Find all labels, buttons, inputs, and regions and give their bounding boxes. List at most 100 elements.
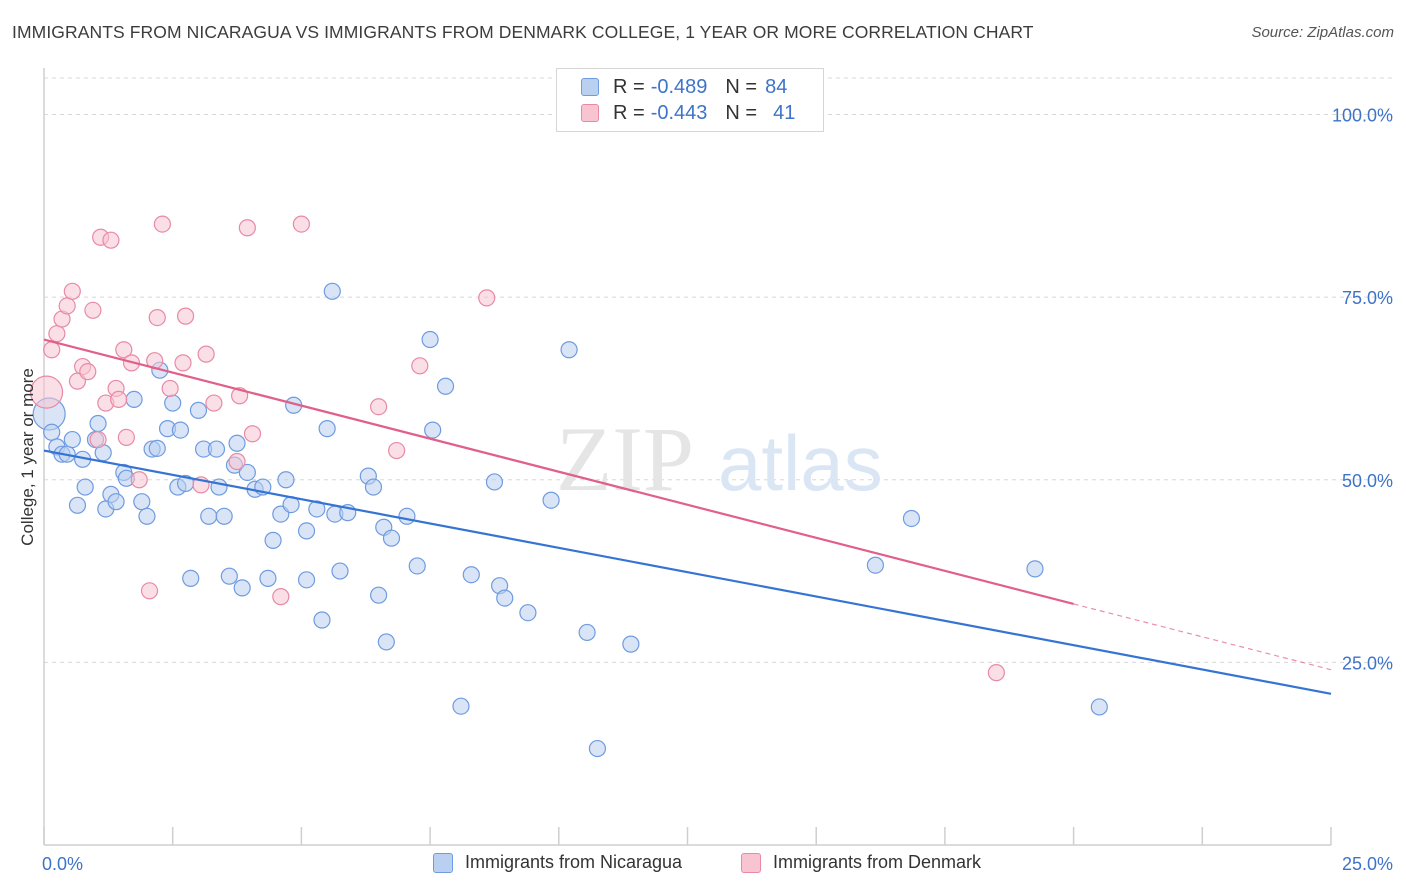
trend-line-denmark <box>43 338 1074 606</box>
point-nicaragua <box>189 401 208 419</box>
legend-swatch-nicaragua <box>581 78 599 96</box>
correlation-legend: R = -0.489 N = 84 R = -0.443 N = 41 <box>556 68 824 132</box>
point-nicaragua <box>560 341 578 359</box>
series-legend-swatch-nicaragua <box>433 852 453 873</box>
point-denmark <box>140 582 159 600</box>
point-denmark <box>292 215 310 233</box>
point-denmark <box>58 297 76 315</box>
legend-n-label: N = <box>725 75 758 98</box>
point-nicaragua <box>424 421 442 439</box>
point-denmark <box>148 308 166 327</box>
point-nicaragua <box>182 569 200 587</box>
point-nicaragua <box>421 330 439 349</box>
point-nicaragua <box>277 471 295 489</box>
point-nicaragua <box>902 509 921 528</box>
gridlines <box>44 77 1392 663</box>
point-nicaragua <box>377 633 395 651</box>
series-legend-swatch-denmark <box>741 852 761 873</box>
point-denmark <box>48 325 66 343</box>
legend-r-label: R = <box>613 75 645 98</box>
point-nicaragua <box>264 531 282 549</box>
chart-title: IMMIGRANTS FROM NICARAGUA VS IMMIGRANTS … <box>12 22 1034 42</box>
y-tick-label: 75.0% <box>1342 288 1393 308</box>
point-denmark <box>161 379 179 398</box>
watermark-atlas: atlas <box>718 419 883 507</box>
point-denmark <box>228 452 246 471</box>
point-nicaragua <box>370 586 388 604</box>
point-nicaragua <box>1026 560 1044 578</box>
point-nicaragua <box>259 569 277 587</box>
point-denmark <box>115 341 133 359</box>
point-nicaragua <box>107 493 125 511</box>
point-denmark <box>176 307 195 325</box>
point-denmark <box>130 471 148 489</box>
point-nicaragua <box>220 567 238 585</box>
legend-n-value-nicaragua: 84 <box>765 75 788 98</box>
point-denmark <box>84 301 102 319</box>
watermark-zip: ZIP <box>556 408 694 510</box>
y-tick-label: 50.0% <box>1342 471 1393 491</box>
point-nicaragua <box>408 557 426 575</box>
point-denmark <box>243 425 262 443</box>
point-nicaragua <box>398 507 416 525</box>
series-legend-item-denmark: Immigrants from Denmark <box>741 852 981 873</box>
axes <box>43 68 1332 846</box>
point-nicaragua <box>452 697 470 715</box>
series-denmark-points <box>29 215 1005 682</box>
point-denmark <box>388 441 406 460</box>
point-denmark <box>370 398 388 416</box>
point-denmark <box>102 231 120 249</box>
watermark: ZIP atlas <box>556 408 883 510</box>
series-legend-label-denmark: Immigrants from Denmark <box>773 852 982 872</box>
x-tick-label: 0.0% <box>42 854 83 874</box>
point-nicaragua <box>238 463 256 482</box>
point-denmark <box>63 282 81 300</box>
legend-swatch-denmark <box>581 104 599 122</box>
point-denmark <box>411 357 429 375</box>
point-nicaragua <box>171 421 190 439</box>
y-tick-label: 100.0% <box>1332 106 1393 126</box>
point-denmark <box>174 354 192 372</box>
legend-r-value-denmark: -0.443 <box>650 101 708 124</box>
point-nicaragua <box>866 556 885 574</box>
legend-r-label: R = <box>613 101 645 124</box>
point-nicaragua <box>542 491 560 509</box>
series-legend-label-nicaragua: Immigrants from Nicaragua <box>465 852 683 872</box>
point-nicaragua <box>215 507 233 525</box>
point-nicaragua <box>233 579 251 597</box>
point-nicaragua <box>462 566 480 584</box>
point-nicaragua <box>297 522 316 540</box>
point-nicaragua <box>622 635 640 653</box>
point-denmark <box>43 341 61 359</box>
point-denmark <box>987 664 1005 682</box>
point-denmark <box>110 390 128 409</box>
x-tick-label: 25.0% <box>1342 854 1393 874</box>
point-nicaragua <box>125 390 143 409</box>
point-nicaragua <box>308 500 326 518</box>
point-nicaragua <box>318 420 336 438</box>
point-nicaragua <box>76 478 94 496</box>
point-nicaragua <box>578 623 596 642</box>
point-nicaragua <box>436 377 455 395</box>
point-nicaragua <box>297 571 316 589</box>
series-legend: Immigrants from Nicaragua Immigrants fro… <box>0 852 1406 878</box>
point-denmark <box>153 215 172 233</box>
y-tick-label: 25.0% <box>1342 653 1393 673</box>
point-nicaragua <box>485 473 504 491</box>
tick-labels: 25.0% 50.0% 75.0% 100.0% 0.0% 25.0% <box>42 106 1393 874</box>
point-nicaragua <box>148 439 166 457</box>
point-nicaragua <box>164 394 182 412</box>
point-denmark <box>89 430 107 449</box>
series-nicaragua-points <box>32 282 1108 758</box>
point-nicaragua <box>207 440 226 458</box>
point-denmark <box>79 363 97 381</box>
point-nicaragua <box>364 478 383 496</box>
point-nicaragua <box>331 562 349 580</box>
point-denmark <box>238 219 256 237</box>
point-nicaragua <box>382 529 401 547</box>
point-denmark <box>117 428 135 446</box>
point-nicaragua <box>496 589 514 607</box>
point-nicaragua <box>519 604 537 622</box>
point-nicaragua <box>138 507 156 525</box>
